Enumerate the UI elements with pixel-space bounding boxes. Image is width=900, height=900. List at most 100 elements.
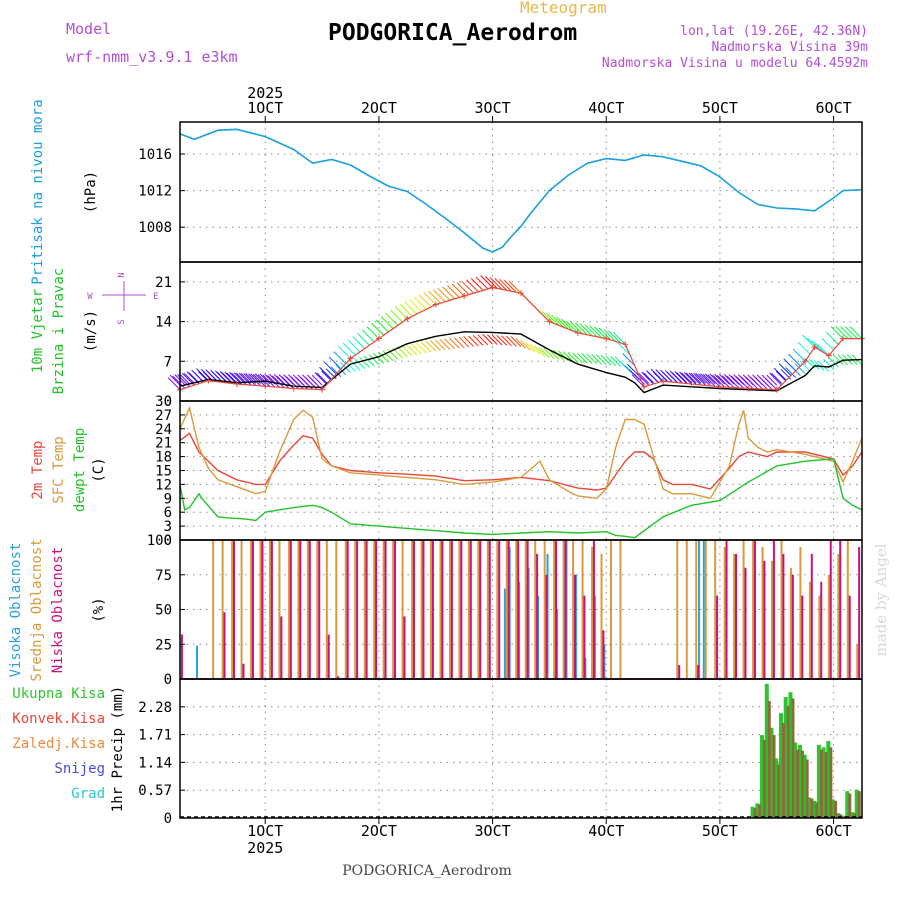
wind-barb xyxy=(773,367,787,381)
wind-barb xyxy=(382,350,394,362)
wind-barb xyxy=(321,370,332,382)
x-tick-label-top: 6OCT xyxy=(816,99,852,117)
wind-barb xyxy=(631,374,645,388)
precip-conv-bar xyxy=(786,705,790,818)
cloud-unit: (%) xyxy=(91,597,107,622)
wind-barb xyxy=(451,283,465,297)
wind-barb xyxy=(700,373,711,384)
precip-conv-bar xyxy=(805,759,809,818)
wind-barb xyxy=(363,355,375,367)
y-tick-label: 1016 xyxy=(138,147,172,163)
precip-total-bar xyxy=(831,799,836,818)
wind-barb xyxy=(439,339,451,350)
wind-barb xyxy=(797,341,811,355)
wind-barb xyxy=(349,359,361,371)
wind-barb xyxy=(359,356,370,368)
wind-barb xyxy=(719,373,730,385)
wind-barb xyxy=(361,329,375,343)
y-tick-label: 27 xyxy=(155,408,172,424)
precip-legend-item: Snijeg xyxy=(54,761,105,777)
wind-barb xyxy=(556,316,569,330)
precip-conv-bar xyxy=(758,804,762,818)
wind-barb xyxy=(576,352,588,364)
wind-barb xyxy=(169,374,181,386)
wind-barb xyxy=(534,345,546,357)
meteogram-label: Meteogram xyxy=(520,0,607,17)
credit-label: made by Angel xyxy=(872,543,890,656)
precip-total-bar xyxy=(774,758,779,818)
wind-barb xyxy=(647,371,659,383)
precip-total-bar xyxy=(850,812,855,818)
wind-barb xyxy=(595,354,607,366)
wind-barb xyxy=(273,374,285,385)
precip-conv-bar xyxy=(838,814,842,818)
wind-barb xyxy=(468,335,479,347)
wind-barb xyxy=(693,373,707,386)
wind-barb xyxy=(423,292,437,305)
wind-barb xyxy=(248,373,261,387)
precip-conv-bar xyxy=(848,793,852,818)
wind-barb xyxy=(766,374,778,386)
dewpt-title: dewpt Temp xyxy=(72,428,88,512)
wind-barb xyxy=(807,337,820,351)
y-tick-label: 21 xyxy=(155,275,172,291)
wind-barb xyxy=(188,372,200,384)
wind-barb xyxy=(825,331,839,345)
wind-barb xyxy=(849,326,863,339)
wind-barb xyxy=(409,299,422,312)
wind-barb xyxy=(731,375,744,389)
wind-barb xyxy=(390,309,403,323)
wind-barb xyxy=(641,371,654,385)
wind-barb xyxy=(276,375,290,389)
precip-total-bar xyxy=(755,803,760,818)
precip-total-bar xyxy=(812,800,817,818)
precip-conv-bar xyxy=(800,750,804,818)
temp2m-title: 2m Temp xyxy=(30,440,46,499)
precip-conv-bar xyxy=(815,802,819,818)
wind-barb xyxy=(844,326,858,339)
precip-conv-bar xyxy=(777,764,781,818)
wind-barb xyxy=(371,322,385,336)
precip-total-bar xyxy=(764,683,769,818)
wind-barb xyxy=(252,373,266,387)
wind-barb xyxy=(598,327,612,341)
precip-total-bar xyxy=(769,727,774,818)
precip-conv-bar xyxy=(834,800,838,818)
altitude-label: Nadmorska Visina 39m xyxy=(711,40,868,55)
sfc-temp-title: SFC Temp xyxy=(51,436,67,503)
wind-barb xyxy=(792,348,806,362)
wind-barb xyxy=(271,375,285,389)
wind-barb xyxy=(503,279,517,293)
wind-barb xyxy=(342,342,356,356)
wind-barb xyxy=(418,294,432,308)
wind-barb xyxy=(333,351,347,365)
wind-barb xyxy=(707,374,721,388)
y-tick-label: 100 xyxy=(147,533,172,549)
wind-barb xyxy=(676,372,688,384)
wind-barb xyxy=(378,351,389,363)
wind-barb xyxy=(267,375,280,388)
precip-conv-bar xyxy=(853,813,857,818)
wind-barb xyxy=(472,335,484,346)
precip-total-bar xyxy=(778,713,783,818)
pressure-unit: (hPa) xyxy=(83,171,99,213)
pressure-line xyxy=(179,128,863,253)
wind-barb xyxy=(546,313,560,326)
wind-barb xyxy=(840,326,853,339)
wind-barb xyxy=(466,279,479,293)
x-tick-label-top: 4OCT xyxy=(588,99,624,117)
x-tick-label-bottom: 5OCT xyxy=(702,822,738,840)
wind-barb xyxy=(491,334,503,346)
wind-barb xyxy=(802,334,815,348)
x-tick-label-bottom: 6OCT xyxy=(816,822,852,840)
wind-barb xyxy=(480,275,493,288)
wind-barb xyxy=(477,334,489,346)
y-tick-label: 7 xyxy=(164,354,172,370)
y-tick-label: 21 xyxy=(155,436,172,452)
wind-barb xyxy=(366,326,380,339)
wind-barb xyxy=(539,347,550,359)
y-tick-label: 14 xyxy=(155,315,172,331)
precip-conv-bar xyxy=(824,752,828,818)
wind-barb xyxy=(456,282,470,295)
wind-barb xyxy=(357,332,370,346)
